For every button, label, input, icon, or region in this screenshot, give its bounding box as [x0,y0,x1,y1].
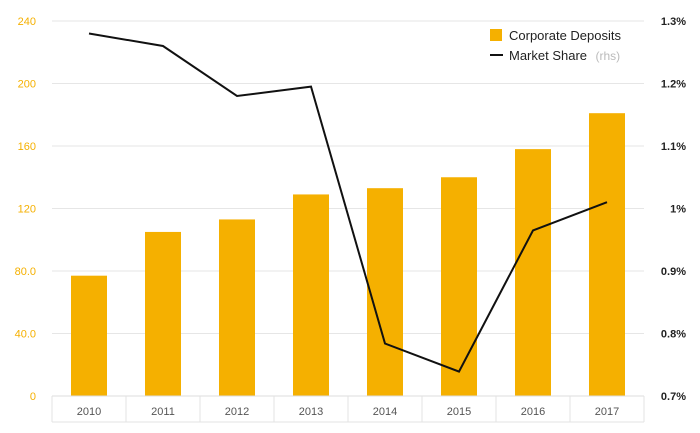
legend: Corporate Deposits Market Share (rhs) [490,28,621,64]
right-tick-label: 0.8% [661,329,686,341]
bars-layer [71,113,625,396]
x-tick-label: 2010 [77,406,101,418]
legend-swatch-corporate-deposits [490,29,502,41]
legend-market-share-name: Market Share [509,48,587,63]
bar-corporate-deposits-2015 [441,177,477,396]
x-tick-label: 2012 [225,406,249,418]
right-tick-label: 1% [670,204,686,216]
left-tick-label: 200 [18,79,36,91]
bar-corporate-deposits-2016 [515,149,551,396]
right-tick-label: 0.9% [661,266,686,278]
x-tick-label: 2016 [521,406,545,418]
bar-corporate-deposits-2017 [589,113,625,396]
left-tick-label: 160 [18,141,36,153]
bar-corporate-deposits-2012 [219,219,255,396]
right-tick-label: 0.7% [661,391,686,403]
left-tick-label: 40.0 [15,329,36,341]
x-tick-label: 2011 [151,406,175,418]
axes-layer: 0 40.0 80.0 120 160 200 240 0.7% 0.8% 0.9% 1% 1.1% 1… [15,16,686,423]
x-tick-label: 2014 [373,406,397,418]
left-tick-label: 0 [30,391,36,403]
bar-corporate-deposits-2010 [71,275,107,396]
x-tick-label: 2013 [299,406,323,418]
bar-corporate-deposits-2011 [145,231,181,396]
line-market-share [88,32,608,373]
x-tick-label: 2015 [447,406,471,418]
right-tick-label: 1.3% [661,16,686,28]
legend-label-corporate-deposits: Corporate Deposits [509,28,621,43]
right-tick-label: 1.1% [661,141,686,153]
x-tick-label: 2017 [595,406,619,418]
right-tick-label: 1.2% [661,79,686,91]
grid-layer [52,20,644,334]
left-tick-label: 240 [18,16,36,28]
legend-market-share-suffix: (rhs) [596,49,621,63]
left-tick-label: 80.0 [15,266,36,278]
legend-label-market-share: Market Share (rhs) [509,47,620,64]
bar-corporate-deposits-2014 [367,188,403,396]
line-layer [88,32,608,373]
left-tick-label: 120 [18,204,36,216]
bar-corporate-deposits-2013 [293,194,329,396]
